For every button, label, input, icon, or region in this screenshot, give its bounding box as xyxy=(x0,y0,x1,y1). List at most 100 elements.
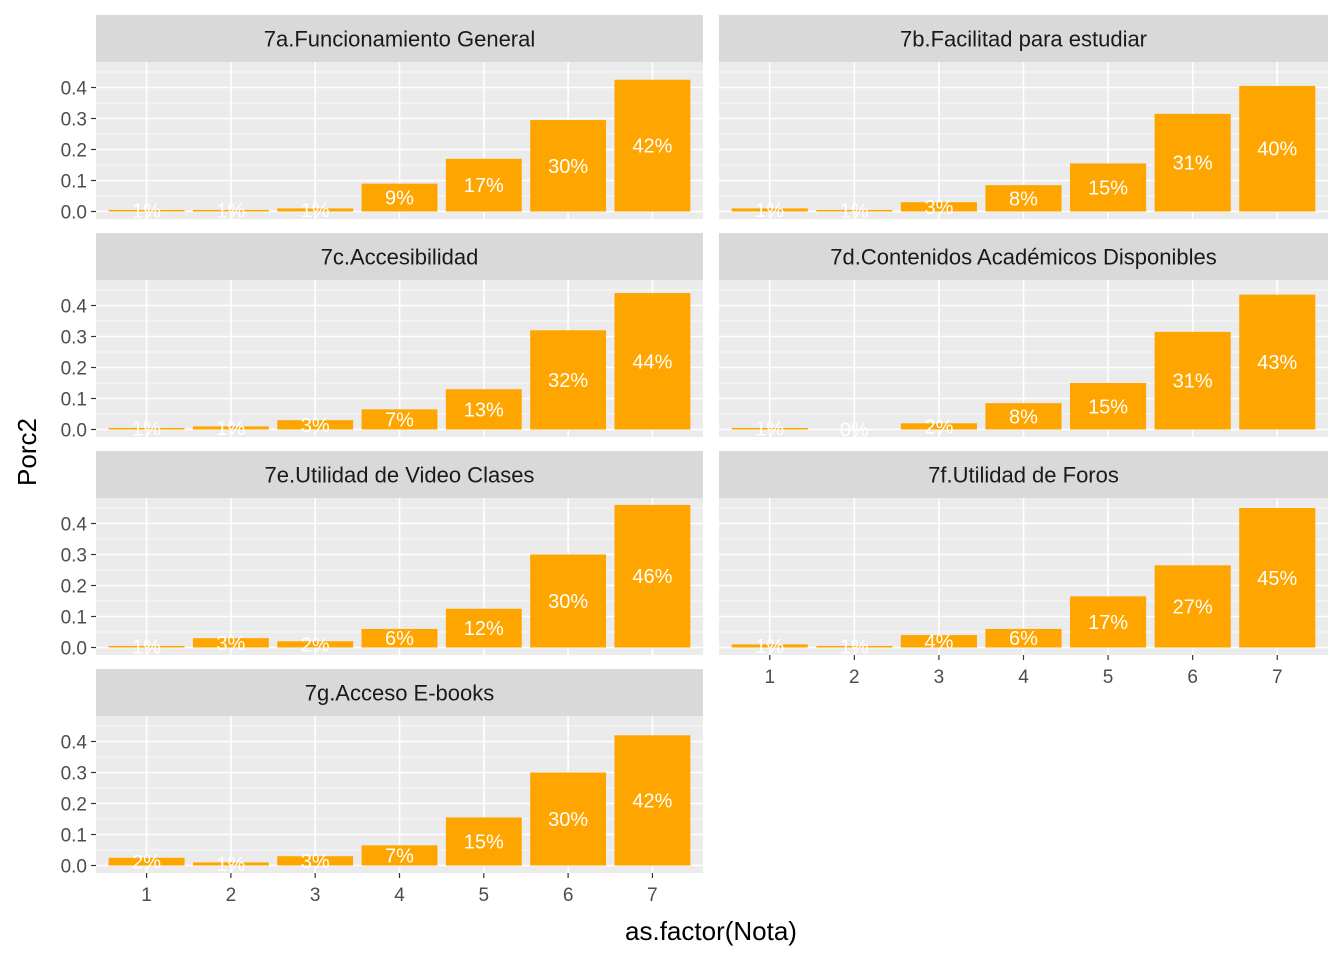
bar xyxy=(614,735,691,866)
bar-label: 1% xyxy=(132,201,161,223)
bar-label: 0% xyxy=(840,420,869,442)
bar xyxy=(1239,294,1316,430)
bar-label: 1% xyxy=(132,637,161,659)
bar xyxy=(1154,113,1231,212)
bar xyxy=(614,293,691,430)
bar-label: 7% xyxy=(385,845,414,867)
bar xyxy=(277,641,354,648)
bar-label: 30% xyxy=(548,591,588,613)
bar-label: 2% xyxy=(132,852,161,874)
bar xyxy=(731,644,808,648)
bar xyxy=(108,209,185,212)
bar-label: 31% xyxy=(1173,371,1213,393)
bar-label: 27% xyxy=(1173,596,1213,618)
bar-label: 8% xyxy=(1009,406,1038,428)
facet-strip xyxy=(719,451,1328,498)
bar xyxy=(985,185,1062,212)
y-tick-label: 0.0 xyxy=(61,203,87,224)
bar-label: 7% xyxy=(385,409,414,431)
y-tick-label: 0.0 xyxy=(61,857,87,878)
bar-label: 1% xyxy=(216,854,245,876)
bar-label: 1% xyxy=(132,419,161,441)
x-tick-label: 7 xyxy=(647,885,658,906)
bar-label: 1% xyxy=(301,200,330,222)
x-tick-label: 5 xyxy=(479,885,490,906)
bar xyxy=(530,120,607,212)
y-tick-label: 0.3 xyxy=(61,764,87,785)
y-axis-title: Porc2 xyxy=(12,418,42,486)
facet-title: 7a.Funcionamiento General xyxy=(264,27,536,52)
x-tick-label: 3 xyxy=(934,667,945,688)
bar-label: 46% xyxy=(632,566,672,588)
bar xyxy=(1070,596,1147,648)
bar xyxy=(614,79,691,212)
bar-label: 15% xyxy=(1088,177,1128,199)
x-tick-label: 7 xyxy=(1272,667,1283,688)
x-tick-label: 3 xyxy=(310,885,321,906)
y-tick-label: 0.0 xyxy=(61,639,87,660)
y-tick-label: 0.4 xyxy=(61,515,88,536)
bar-label: 3% xyxy=(216,633,245,655)
facet-strip xyxy=(719,15,1328,62)
bar-label: 1% xyxy=(216,201,245,223)
bar xyxy=(361,845,438,866)
bar xyxy=(445,158,522,212)
bar-label: 2% xyxy=(924,416,953,438)
facet-title: 7d.Contenidos Académicos Disponibles xyxy=(830,245,1216,270)
bar xyxy=(731,208,808,212)
y-tick-label: 0.3 xyxy=(61,110,87,131)
bar xyxy=(192,862,269,866)
bar xyxy=(108,645,185,648)
bar-label: 8% xyxy=(1009,188,1038,210)
bar-label: 15% xyxy=(1088,396,1128,418)
y-tick-label: 0.2 xyxy=(61,577,87,598)
bar-label: 12% xyxy=(464,618,504,640)
facet-strip xyxy=(96,669,703,716)
bar-label: 45% xyxy=(1257,568,1297,590)
y-tick-label: 0.3 xyxy=(61,328,87,349)
x-tick-label: 2 xyxy=(849,667,860,688)
facet-strip xyxy=(719,233,1328,280)
bar xyxy=(731,427,808,430)
bar xyxy=(277,208,354,212)
bar-label: 2% xyxy=(301,634,330,656)
bar xyxy=(445,817,522,866)
bar-label: 40% xyxy=(1257,139,1297,161)
x-tick-label: 6 xyxy=(563,885,574,906)
x-tick-label: 4 xyxy=(394,885,405,906)
bar-label: 17% xyxy=(464,175,504,197)
bar xyxy=(1239,508,1316,648)
bar xyxy=(1239,85,1316,212)
x-tick-label: 5 xyxy=(1103,667,1114,688)
bar xyxy=(192,426,269,430)
facet-panel: 7g.Acceso E-books 2% 1% 3% 7% 15% 30% 42% 0.0 0.1… xyxy=(61,669,703,906)
x-axis-title: as.factor(Nota) xyxy=(625,916,797,946)
bar xyxy=(445,608,522,648)
bar-label: 6% xyxy=(1009,628,1038,650)
bar xyxy=(1154,331,1231,430)
bar xyxy=(530,772,607,866)
bar-label: 32% xyxy=(548,370,588,392)
y-tick-label: 0.4 xyxy=(61,733,88,754)
bar xyxy=(614,504,691,648)
y-tick-label: 0.0 xyxy=(61,421,87,442)
bar xyxy=(192,638,269,648)
bar xyxy=(816,209,893,212)
bar-label: 3% xyxy=(301,851,330,873)
bar xyxy=(985,628,1062,648)
bar xyxy=(900,423,977,430)
bar xyxy=(361,409,438,430)
bar xyxy=(361,183,438,212)
bar-label: 1% xyxy=(216,418,245,440)
y-tick-label: 0.4 xyxy=(61,79,88,100)
y-tick-label: 0.2 xyxy=(61,795,87,816)
x-tick-label: 4 xyxy=(1018,667,1029,688)
bar xyxy=(108,427,185,430)
bar-label: 31% xyxy=(1173,153,1213,175)
bar-label: 3% xyxy=(924,197,953,219)
y-tick-label: 0.2 xyxy=(61,359,87,380)
bar xyxy=(900,202,977,212)
bar xyxy=(192,209,269,212)
